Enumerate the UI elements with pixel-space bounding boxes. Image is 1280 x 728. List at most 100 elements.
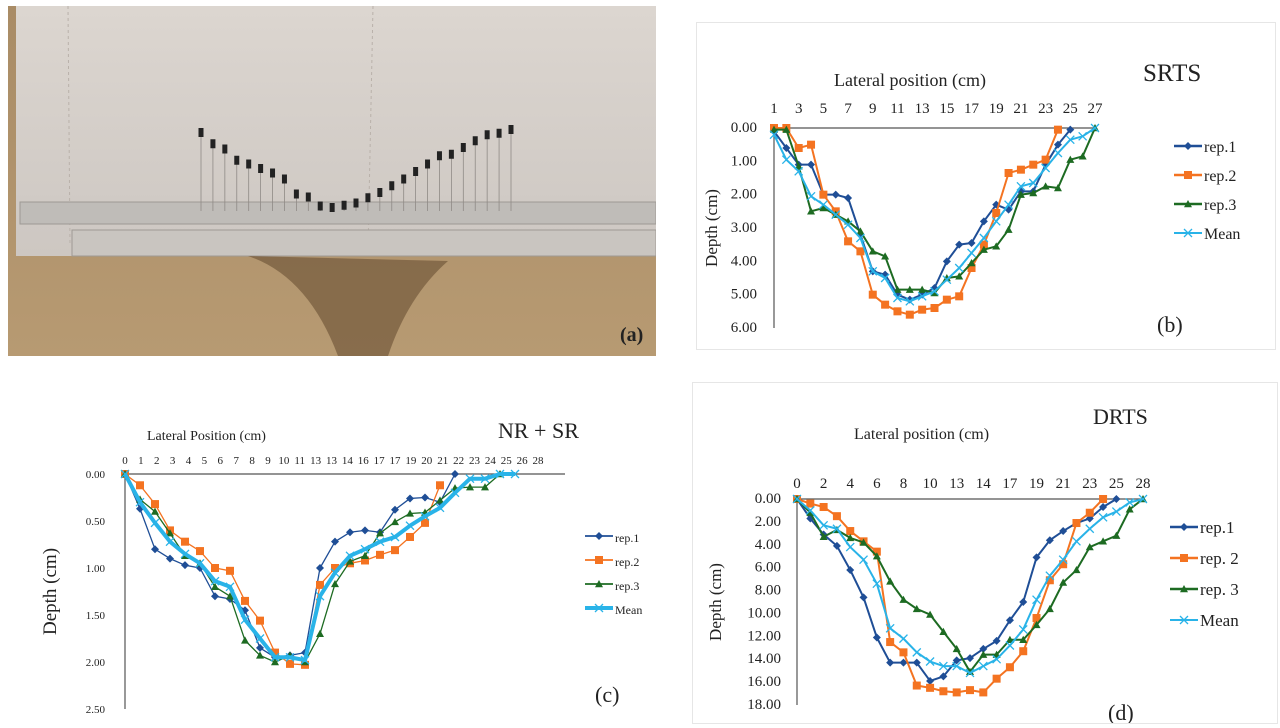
x-tick-label: 10 (278, 455, 290, 467)
data-point (1099, 537, 1108, 545)
data-point (436, 481, 444, 490)
data-point (872, 552, 881, 560)
data-point (1066, 125, 1075, 134)
x-tick-label: 2 (154, 455, 160, 467)
data-point (406, 494, 414, 503)
y-tick-label: 0.00 (86, 469, 106, 481)
y-tick-label: 18.00 (747, 697, 781, 713)
pin-marker (448, 149, 454, 159)
data-point (1065, 135, 1075, 145)
legend-item: rep. 2 (1170, 549, 1239, 568)
data-point (979, 650, 988, 658)
data-point (955, 292, 964, 301)
data-point (979, 644, 988, 653)
data-point (256, 616, 264, 625)
data-point (819, 503, 828, 512)
data-point (316, 629, 324, 637)
data-point (899, 648, 908, 657)
data-point (1005, 616, 1014, 625)
data-point (881, 252, 890, 260)
x-tick-label: 28 (1136, 476, 1151, 492)
legend-label: Mean (1200, 611, 1239, 630)
data-point (939, 627, 948, 635)
pin-marker (341, 200, 347, 210)
data-point (952, 656, 961, 665)
data-point (150, 518, 160, 528)
data-point (436, 496, 444, 504)
data-point (420, 511, 430, 521)
data-point (240, 615, 250, 625)
x-tick-label: 19 (989, 101, 1004, 117)
legend-item: rep.3 (1174, 197, 1236, 214)
series-rep2 (121, 470, 444, 669)
data-point (926, 683, 935, 692)
x-tick-label: 16 (358, 455, 370, 467)
data-point (966, 654, 974, 663)
chart-title: NR + SR (498, 418, 579, 443)
data-point (286, 659, 294, 668)
data-point (905, 296, 915, 306)
data-point (361, 551, 369, 559)
data-point (390, 532, 400, 542)
y-tick-label: 14.00 (747, 651, 781, 667)
x-tick-label: 23 (1082, 476, 1097, 492)
chart-title: SRTS (1143, 60, 1201, 87)
data-point (1016, 165, 1025, 174)
data-point (1059, 560, 1068, 569)
data-point (899, 658, 908, 667)
data-point (899, 595, 908, 603)
x-tick-label: 23 (1038, 101, 1053, 117)
legend-label: rep.1 (615, 531, 639, 545)
data-point (912, 604, 921, 613)
data-point (893, 293, 902, 303)
data-point (846, 533, 855, 542)
data-point (1029, 189, 1038, 197)
pin-marker (472, 136, 478, 146)
x-tick-label: 21 (1056, 476, 1071, 492)
series-rep1 (121, 470, 459, 662)
data-point (241, 596, 249, 605)
series-line (773, 129, 1072, 301)
data-point (868, 266, 878, 276)
data-point (421, 518, 429, 527)
pin-marker (222, 144, 228, 154)
x-tick-label: 28 (533, 455, 545, 467)
x-tick-label: 2 (820, 476, 828, 492)
series-line (774, 127, 1059, 316)
data-point (952, 644, 961, 653)
data-point (991, 216, 1001, 226)
y-tick-label: 0.00 (731, 120, 757, 136)
x-tick-label: 4 (846, 476, 854, 492)
pin-marker (293, 189, 299, 199)
photo-illustration: (a) (8, 6, 656, 356)
pin-marker (305, 192, 311, 202)
data-point (917, 291, 927, 301)
data-point (211, 592, 219, 601)
data-point (406, 532, 414, 541)
x-tick-label: 13 (310, 455, 322, 467)
x-tick-label: 27 (1088, 101, 1104, 117)
data-point (886, 638, 895, 647)
data-point (844, 237, 853, 246)
data-point (955, 240, 964, 249)
legend-marker (1184, 171, 1192, 179)
data-point (794, 166, 804, 176)
pin-marker (365, 193, 371, 203)
data-point (912, 647, 922, 657)
series-mean (120, 469, 520, 665)
x-axis-label: Lateral position (cm) (854, 426, 989, 443)
data-point (880, 273, 890, 283)
legend-item: Mean (1170, 611, 1239, 630)
data-point (966, 686, 974, 695)
y-tick-label: 1.00 (86, 563, 106, 575)
data-point (1045, 571, 1055, 581)
x-tick-label: 25 (1063, 101, 1078, 117)
y-axis-label: Depth (cm) (702, 189, 721, 267)
data-point (346, 528, 354, 537)
data-point (166, 554, 174, 563)
pin-marker (377, 188, 383, 197)
data-point (992, 636, 1001, 645)
data-point (979, 217, 988, 226)
data-point (769, 130, 779, 140)
data-point (361, 556, 369, 565)
